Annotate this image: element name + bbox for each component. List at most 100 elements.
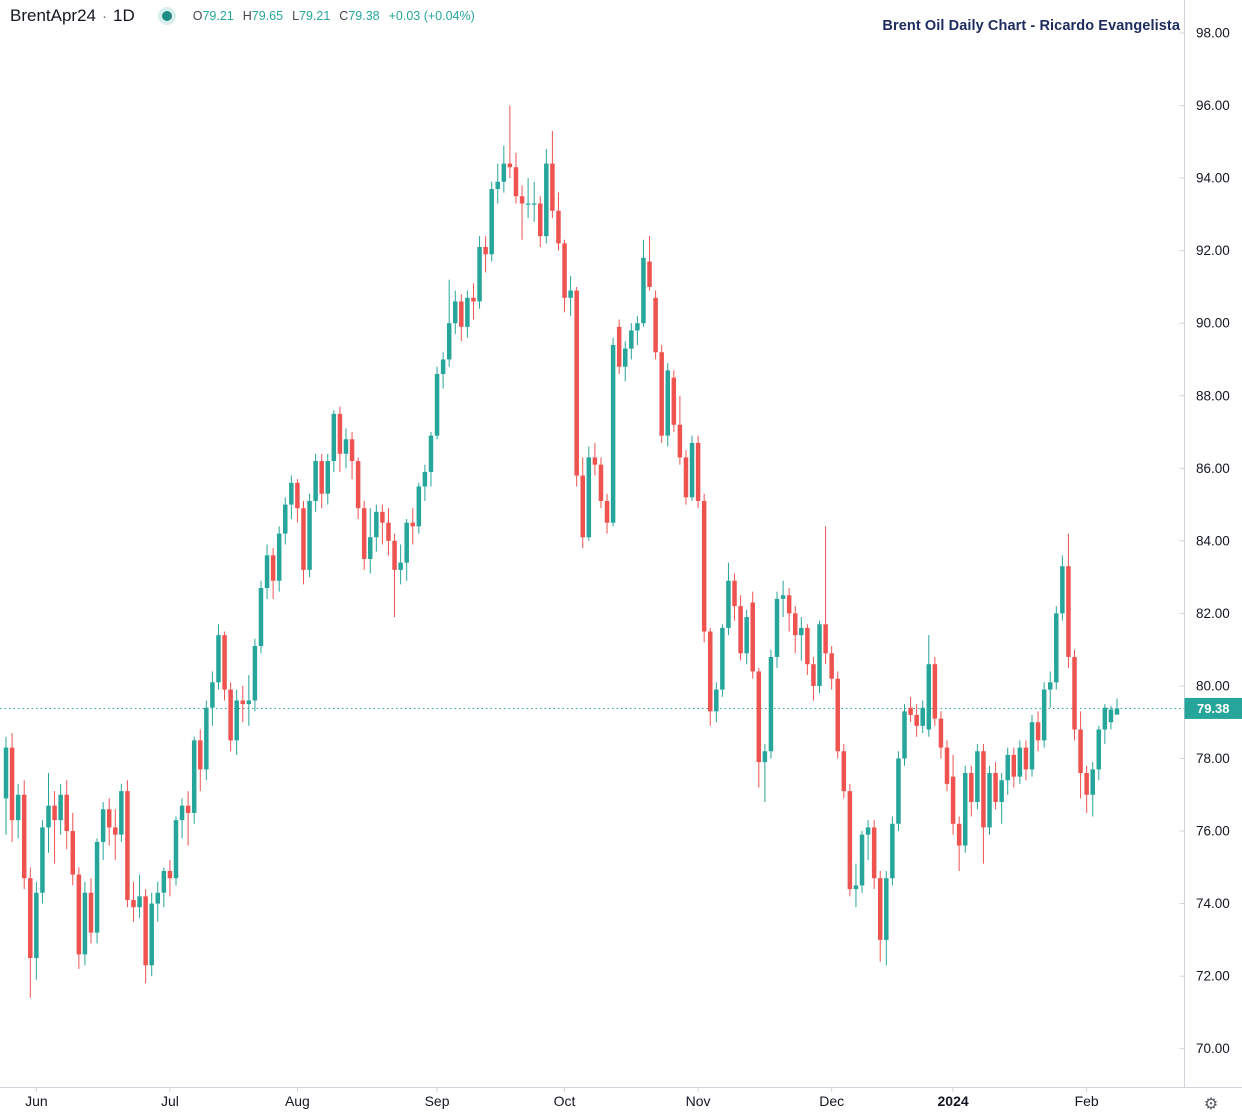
candle (817, 620, 822, 694)
svg-text:70.00: 70.00 (1196, 1041, 1230, 1056)
candle (465, 290, 470, 338)
change-value: +0.03 (+0.04%) (388, 9, 475, 23)
time-axis[interactable]: Jun Jul Aug Sep Oct Nov Dec 2024 Feb (25, 1087, 1099, 1110)
open-value: 79.21 (202, 9, 234, 23)
svg-text:82.00: 82.00 (1196, 606, 1230, 621)
candle (52, 791, 57, 864)
candle (884, 870, 889, 966)
candle (319, 453, 324, 509)
candle (459, 294, 464, 342)
candle (113, 809, 118, 861)
candle (865, 820, 871, 861)
candle (531, 181, 537, 222)
candle (28, 867, 33, 998)
candle (137, 874, 142, 919)
candle (1035, 711, 1041, 752)
candle (805, 624, 810, 676)
candle (440, 352, 446, 389)
candle (404, 519, 409, 581)
candle (392, 533, 397, 618)
svg-text:Oct: Oct (554, 1093, 576, 1109)
candle (811, 656, 816, 701)
candle (604, 493, 610, 534)
svg-text:86.00: 86.00 (1196, 461, 1230, 476)
candle (331, 410, 337, 472)
svg-text:78.00: 78.00 (1196, 751, 1230, 766)
svg-text:79.38: 79.38 (1197, 701, 1230, 716)
candle (641, 239, 646, 327)
candle (574, 286, 579, 487)
candle (890, 816, 895, 886)
last-price-tag: 79.38 (1184, 697, 1242, 719)
candle (264, 544, 270, 599)
candle (616, 319, 622, 374)
candle (659, 344, 664, 443)
candle (507, 105, 513, 179)
candle (847, 783, 853, 897)
candle (368, 508, 373, 574)
candle (877, 870, 883, 962)
candle (325, 453, 331, 505)
candle (932, 656, 938, 726)
candle (173, 816, 179, 886)
candle (198, 729, 203, 792)
candle (76, 867, 82, 969)
legend-separator: · (102, 7, 107, 25)
candle (155, 881, 161, 922)
svg-text:Sep: Sep (425, 1093, 450, 1109)
candle (914, 704, 919, 737)
candle (15, 783, 21, 839)
candle (956, 816, 962, 871)
candle (258, 580, 264, 654)
svg-text:98.00: 98.00 (1196, 26, 1230, 41)
candle (859, 831, 865, 893)
svg-text:76.00: 76.00 (1196, 824, 1230, 839)
candle (598, 457, 604, 509)
candle (653, 290, 658, 360)
candle (920, 700, 925, 734)
price-axis[interactable]: 98.00 96.00 94.00 92.00 90.00 88.00 86.00 84.00… (1179, 26, 1230, 1057)
candle (799, 617, 804, 661)
candle (434, 366, 440, 440)
candle (149, 892, 154, 977)
svg-text:90.00: 90.00 (1196, 316, 1230, 331)
candle (969, 765, 974, 817)
candle (416, 482, 422, 534)
open-label: O (192, 9, 203, 23)
svg-text:Feb: Feb (1075, 1093, 1099, 1109)
axes (0, 0, 1242, 1088)
candle (204, 700, 209, 781)
svg-text:84.00: 84.00 (1196, 533, 1230, 548)
candle (975, 743, 980, 810)
candle (926, 635, 932, 737)
candle (525, 178, 531, 219)
candle (756, 667, 762, 788)
candle (1108, 705, 1114, 730)
legend: BrentApr24 · 1D O79.21 H79.65 L79.21 C79… (10, 6, 475, 26)
candle (871, 820, 877, 890)
candle (446, 279, 452, 367)
candle (246, 675, 252, 726)
candle (471, 283, 476, 320)
candle (768, 649, 774, 759)
symbol-name[interactable]: BrentApr24 (10, 6, 96, 25)
candle (34, 881, 39, 980)
candle (216, 624, 221, 690)
candle (453, 290, 458, 335)
interval-selector[interactable]: 1D (113, 6, 135, 25)
svg-text:Jun: Jun (25, 1093, 48, 1109)
candle (185, 791, 191, 846)
candle (665, 363, 670, 447)
candle (222, 631, 227, 701)
candle (513, 152, 519, 204)
svg-text:Aug: Aug (285, 1093, 310, 1109)
candle (841, 743, 847, 799)
candle (477, 236, 482, 309)
candle (428, 432, 434, 487)
candle (792, 606, 798, 654)
candle (707, 627, 713, 726)
candle (106, 798, 112, 846)
candle (689, 435, 695, 501)
gear-icon[interactable]: ⚙ (1203, 1094, 1219, 1113)
